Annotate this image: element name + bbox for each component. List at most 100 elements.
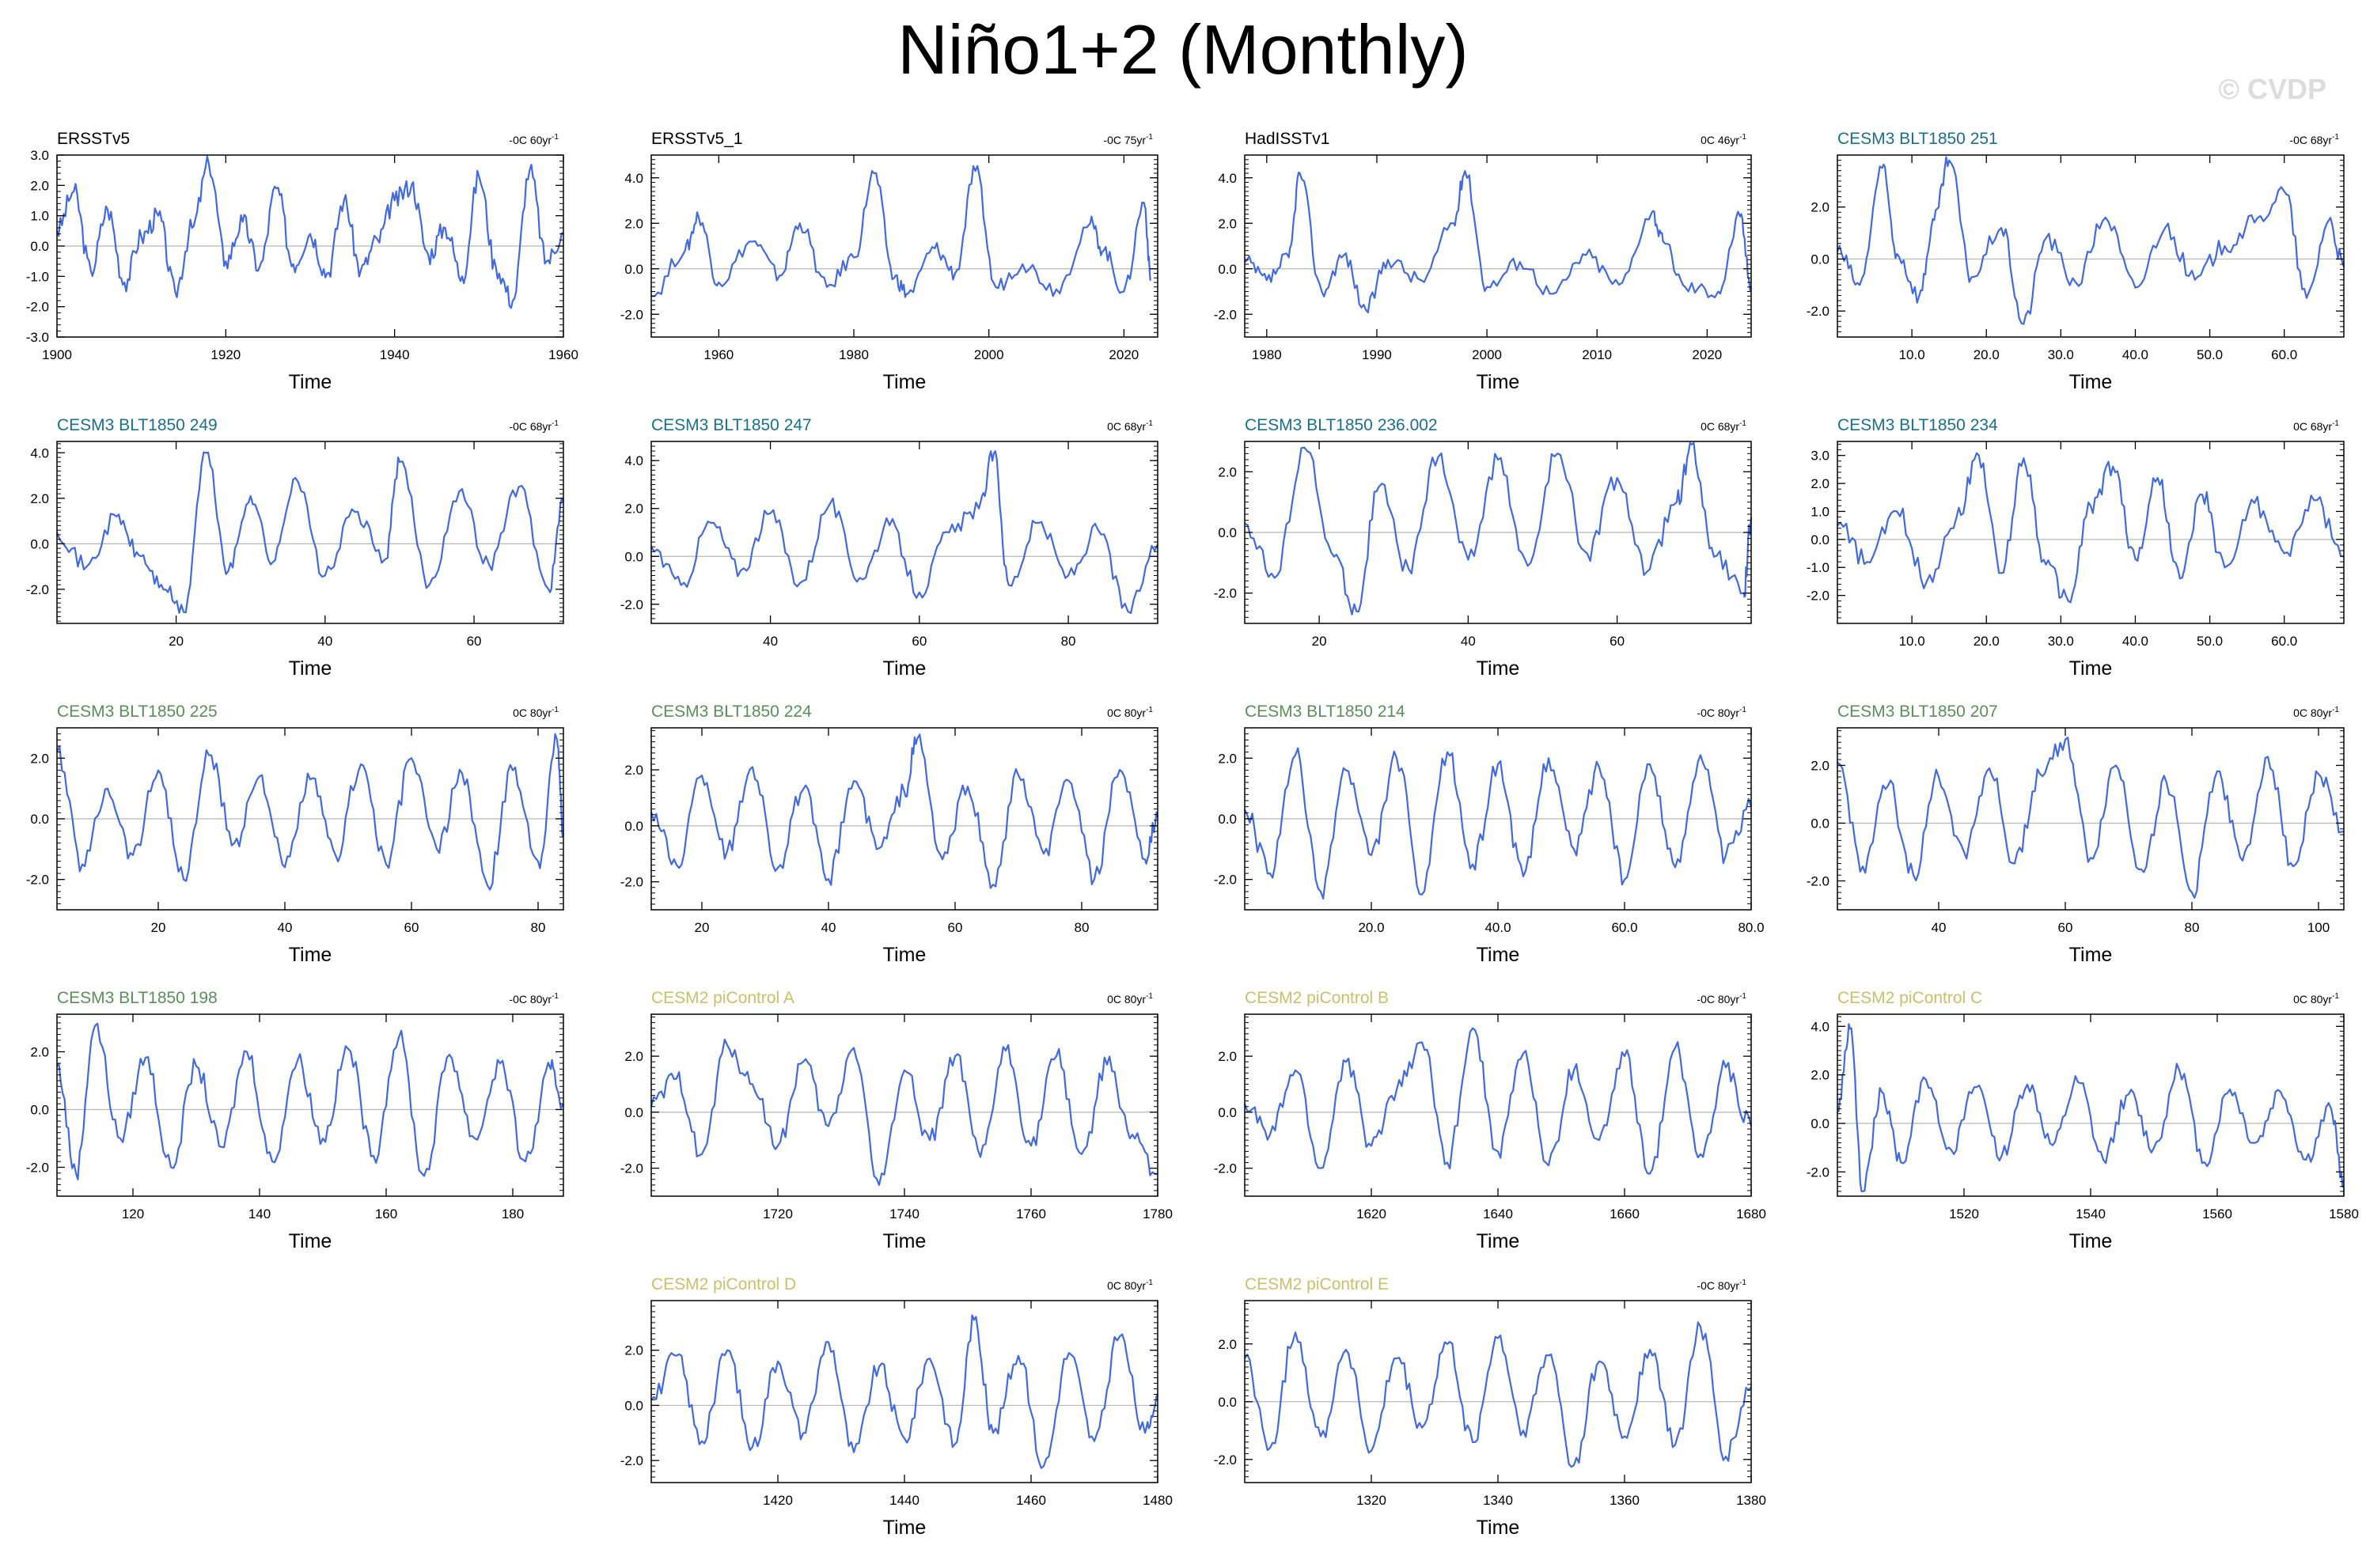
panel: CESM3 BLT1850 236.002 0C 68yr-1 -2.0 0.0 2.0… <box>1214 416 1753 680</box>
y-tick-label: 4.0 <box>624 171 643 186</box>
y-tick-label: 3.0 <box>1811 449 1829 464</box>
y-tick-label: -2.0 <box>1214 586 1237 601</box>
y-tick-label: 2.0 <box>624 502 643 517</box>
panel-annotation: 0C 80yr-1 <box>513 706 559 719</box>
watermark: © CVDP <box>2218 73 2326 105</box>
x-tick-label: 1920 <box>210 347 241 362</box>
y-tick-label: 0.0 <box>624 262 643 277</box>
x-tick-label: 1780 <box>1143 1206 1173 1221</box>
x-tick-label: 1420 <box>763 1493 793 1508</box>
x-tick-label: 60.0 <box>2271 634 2297 649</box>
y-tick-label: 2.0 <box>624 1343 643 1358</box>
panel: CESM2 piControl C 0C 80yr-1 -2.0 0.0 2.0 4.0 1… <box>1807 989 2359 1252</box>
x-axis-label: Time <box>289 944 332 966</box>
x-tick-label: 1900 <box>42 347 72 362</box>
y-tick-label: 0.0 <box>1811 816 1829 831</box>
plot-frame <box>650 1013 1158 1197</box>
panel-title: CESM3 BLT1850 251 <box>1837 130 1998 148</box>
panel: CESM2 piControl A 0C 80yr-1 -2.0 0.0 2.0 1720… <box>620 989 1173 1252</box>
x-tick-label: 40 <box>317 634 332 649</box>
panel-title: CESM3 BLT1850 207 <box>1837 703 1998 721</box>
panel-title: CESM2 piControl B <box>1245 989 1389 1007</box>
x-tick-label: 2000 <box>974 347 1004 362</box>
series-line <box>650 733 1159 889</box>
panel-annotation: -0C 68yr-1 <box>509 419 559 433</box>
series-line <box>650 1038 1158 1186</box>
y-tick-label: -3.0 <box>26 330 49 345</box>
y-tick-label: -1.0 <box>1807 560 1829 575</box>
y-tick-label: 0.0 <box>1218 525 1237 540</box>
x-tick-label: 1540 <box>2076 1206 2106 1221</box>
panel-annotation: 0C 68yr-1 <box>1701 419 1746 433</box>
y-tick-label: 0.0 <box>1218 262 1237 277</box>
plot-frame <box>1837 154 2345 338</box>
panel-annotation: -0C 80yr-1 <box>1697 706 1746 719</box>
y-tick-label: 2.0 <box>1218 1049 1237 1064</box>
x-tick-label: 40 <box>1461 634 1476 649</box>
x-axis-label: Time <box>1477 371 1520 393</box>
y-tick-label: 0.0 <box>30 1102 49 1117</box>
y-tick-label: 0.0 <box>30 239 49 254</box>
y-tick-label: -2.0 <box>1214 307 1237 322</box>
panel-title: CESM3 BLT1850 247 <box>651 416 812 434</box>
x-axis-label: Time <box>883 1517 927 1539</box>
x-axis-label: Time <box>883 944 927 966</box>
x-tick-label: 10.0 <box>1899 634 1925 649</box>
panel-title: CESM3 BLT1850 225 <box>57 703 218 721</box>
y-tick-label: -2.0 <box>620 1453 643 1468</box>
y-tick-label: 0.0 <box>624 1105 643 1120</box>
plot-frame <box>1837 727 2345 911</box>
x-tick-label: 10.0 <box>1899 347 1925 362</box>
y-tick-label: -2.0 <box>620 307 643 322</box>
y-tick-label: -2.0 <box>1807 873 1829 888</box>
plot-frame <box>1244 154 1752 338</box>
x-tick-label: 1620 <box>1356 1206 1386 1221</box>
panel-title: CESM3 BLT1850 236.002 <box>1245 416 1438 434</box>
x-tick-label: 40.0 <box>2122 347 2148 362</box>
y-tick-label: -2.0 <box>1214 1452 1237 1468</box>
annotation-superscript: -1 <box>1739 992 1746 1001</box>
annotation-superscript: -1 <box>552 706 559 714</box>
x-tick-label: 100 <box>2307 920 2330 935</box>
plot-frame <box>650 727 1158 911</box>
x-tick-label: 1360 <box>1610 1493 1640 1508</box>
x-tick-label: 20 <box>695 920 710 935</box>
x-tick-label: 30.0 <box>2048 634 2074 649</box>
x-tick-label: 20 <box>1312 634 1327 649</box>
y-tick-label: 2.0 <box>1811 758 1829 773</box>
annotation-superscript: -1 <box>1739 419 1746 428</box>
y-tick-label: -2.0 <box>26 873 49 888</box>
panel-annotation: 0C 46yr-1 <box>1701 133 1746 146</box>
x-tick-label: 80.0 <box>1738 920 1764 935</box>
x-tick-label: 20 <box>151 920 166 935</box>
series-line <box>1244 170 1753 314</box>
y-tick-label: 3.0 <box>30 148 49 163</box>
annotation-superscript: -1 <box>552 133 559 142</box>
plot-frame <box>1244 1300 1752 1483</box>
panel-annotation: 0C 80yr-1 <box>1107 706 1153 719</box>
x-tick-label: 40.0 <box>1484 920 1511 935</box>
y-tick-label: -2.0 <box>620 1161 643 1176</box>
y-tick-label: 2.0 <box>30 751 49 766</box>
x-tick-label: 1680 <box>1736 1206 1766 1221</box>
panel: CESM2 piControl D 0C 80yr-1 -2.0 0.0 2.0 1420… <box>620 1275 1173 1539</box>
series-line <box>651 165 1151 298</box>
panel-title: CESM3 BLT1850 198 <box>57 989 218 1007</box>
y-tick-label: 0.0 <box>30 536 49 551</box>
plot-frame <box>1837 1013 2345 1197</box>
x-tick-label: 40 <box>763 634 778 649</box>
y-tick-label: 2.0 <box>30 1044 49 1059</box>
panel: CESM3 BLT1850 249 -0C 68yr-1 -2.0 0.0 2.0 4.0… <box>26 416 565 680</box>
panel-annotation: 0C 80yr-1 <box>1107 1278 1153 1292</box>
x-tick-label: 1720 <box>763 1206 793 1221</box>
x-tick-label: 1960 <box>548 347 578 362</box>
annotation-superscript: -1 <box>2332 419 2339 428</box>
panel: CESM3 BLT1850 214 -0C 80yr-1 -2.0 0.0 2.0 20.… <box>1214 703 1765 966</box>
x-tick-label: 60 <box>467 634 482 649</box>
series-line <box>650 1314 1158 1469</box>
x-tick-label: 1480 <box>1143 1493 1173 1508</box>
annotation-superscript: -1 <box>1146 706 1153 714</box>
annotation-superscript: -1 <box>1146 1278 1153 1287</box>
annotation-superscript: -1 <box>2332 133 2339 142</box>
panel-annotation: -0C 60yr-1 <box>509 133 559 146</box>
